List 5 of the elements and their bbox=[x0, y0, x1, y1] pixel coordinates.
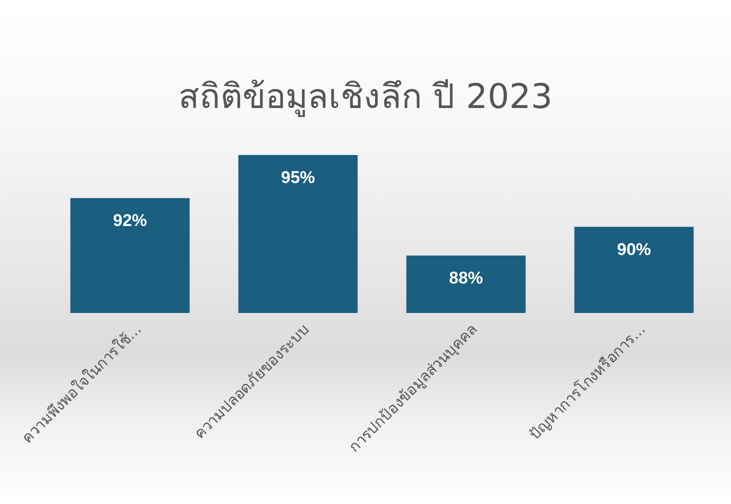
data-label: 95% bbox=[280, 168, 316, 187]
data-label: 92% bbox=[112, 211, 148, 230]
data-label: 88% bbox=[448, 268, 484, 288]
chart-title: สถิติข้อมูลเชิงลึก ปี 2023 bbox=[178, 77, 553, 117]
data-label: 90% bbox=[616, 240, 652, 259]
